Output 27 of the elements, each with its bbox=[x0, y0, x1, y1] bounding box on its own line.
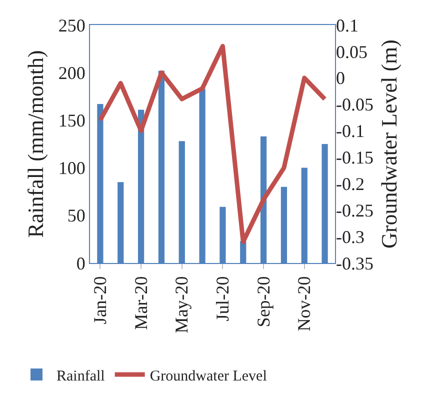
x-tick-label: Jan-20 bbox=[90, 276, 110, 324]
x-tick-label: Jul-20 bbox=[212, 276, 233, 322]
line-series bbox=[98, 44, 328, 244]
x-tick-label: Mar-20 bbox=[130, 276, 151, 330]
y2-tick-label: -0.35 bbox=[336, 253, 374, 274]
y2-tick-label: -0.2 bbox=[336, 174, 364, 194]
y-tick-label: 50 bbox=[67, 206, 86, 226]
y-tick-label: 100 bbox=[58, 158, 86, 178]
y-tick-label: 200 bbox=[58, 62, 86, 83]
legend-label: Rainfall bbox=[56, 368, 105, 384]
y-tick-label: 250 bbox=[58, 15, 86, 36]
x-tick-label: Nov-20 bbox=[294, 276, 314, 332]
y2-axis-title: Groundwater Level (m) bbox=[376, 40, 402, 248]
y-axis-title: Rainfall (mm/month) bbox=[23, 50, 48, 238]
y2-tick-label: 0.1 bbox=[336, 15, 358, 36]
x-tick-label: May-20 bbox=[172, 276, 192, 334]
y-tick-label: 0 bbox=[76, 253, 86, 274]
y2-tick-label: -0.25 bbox=[336, 200, 374, 220]
y2-tick-label: -0.05 bbox=[336, 94, 374, 115]
y2-tick-label: 0.05 bbox=[336, 42, 368, 62]
y2-tick-label: 0 bbox=[336, 68, 345, 88]
y-tick-label: 150 bbox=[58, 110, 86, 130]
y2-tick-label: -0.3 bbox=[336, 226, 364, 247]
y2-tick-label: -0.15 bbox=[336, 148, 374, 168]
legend-label: Groundwater Level bbox=[150, 368, 267, 384]
x-tick-label: Sep-20 bbox=[253, 276, 274, 328]
y2-tick-label: -0.1 bbox=[336, 121, 364, 142]
